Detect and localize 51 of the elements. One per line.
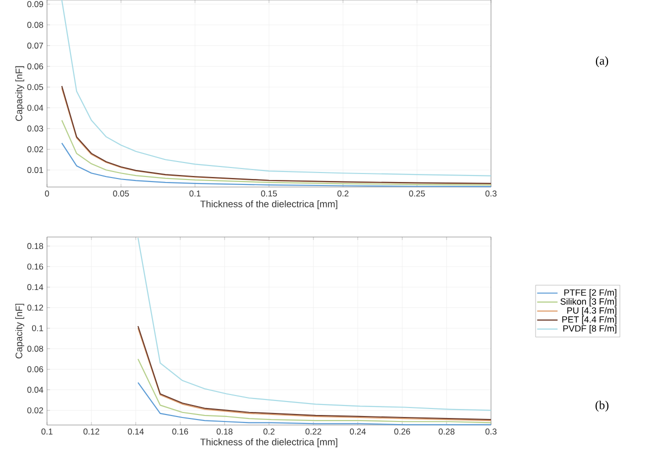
x-tick-label: 0.3 (485, 428, 497, 435)
legend-label: PET [4.4 F/m] (562, 316, 616, 324)
y-axis-title: Capacity [nF] (15, 66, 24, 121)
x-tick-label: 0.12 (83, 428, 100, 435)
x-tick-label: 0.1 (189, 190, 200, 197)
y-tick-label: 0.06 (27, 63, 44, 70)
y-tick-label: 0.06 (27, 366, 44, 372)
legend-label: PTFE [2 F/m] (564, 289, 616, 298)
y-tick-label: 0.02 (27, 146, 44, 152)
legend-label: Silikon [3 F/m] (560, 298, 616, 306)
y-tick-label: 0.03 (27, 126, 44, 132)
y-tick-label: 0.1 (32, 325, 44, 332)
y-tick-label: 0.12 (27, 304, 44, 311)
x-tick-label: 0.24 (350, 428, 366, 435)
line-series (61, 142, 492, 188)
y-tick-label: 0.02 (27, 407, 44, 414)
x-tick-label: 0.26 (394, 428, 410, 435)
x-tick-label: 0.2 (263, 428, 274, 435)
y-tick-label: 0.08 (27, 346, 44, 352)
x-tick-label: 0.1 (41, 428, 52, 435)
x-axis-title: Thickness of the dielectrica [mm] (200, 438, 338, 448)
line-series (61, 0, 492, 176)
x-tick-label: 0.3 (485, 190, 497, 197)
text: (b) (596, 400, 608, 412)
x-tick-label: 0 (44, 190, 50, 197)
y-tick-label: 0.18 (27, 243, 44, 250)
y-tick-label: 0.07 (27, 42, 44, 49)
x-tick-label: 0.15 (261, 190, 277, 197)
y-tick-label: 0.16 (27, 264, 44, 270)
y-tick-label: 0.05 (27, 84, 44, 90)
x-tick-label: 0.18 (216, 428, 232, 435)
line-series (137, 358, 492, 424)
line-series (61, 120, 492, 186)
text: (a) (596, 56, 608, 68)
y-tick-label: 0.08 (27, 22, 44, 28)
y-tick-label: 0.04 (27, 104, 44, 111)
x-axis-title: Thickness of the dielectrica [mm] (200, 200, 338, 210)
y-tick-label: 0.14 (27, 284, 44, 290)
x-tick-label: 0.14 (128, 428, 144, 435)
y-tick-label: 0.09 (27, 1, 44, 8)
y-axis-title: Capacity [nF] (15, 304, 24, 358)
y-tick-label: 0.04 (27, 386, 44, 393)
y-tick-label: 0.01 (27, 167, 44, 173)
x-tick-label: 0.16 (172, 428, 188, 435)
legend-label: PVDF [8 F/m] (563, 325, 616, 334)
x-tick-label: 0.28 (438, 428, 454, 435)
legend-label: PU [4.3 F/m] (567, 307, 616, 316)
x-tick-label: 0.2 (337, 190, 348, 197)
x-tick-label: 0.05 (113, 190, 129, 197)
x-tick-label: 0.22 (305, 428, 322, 435)
x-tick-label: 0.25 (409, 190, 425, 197)
